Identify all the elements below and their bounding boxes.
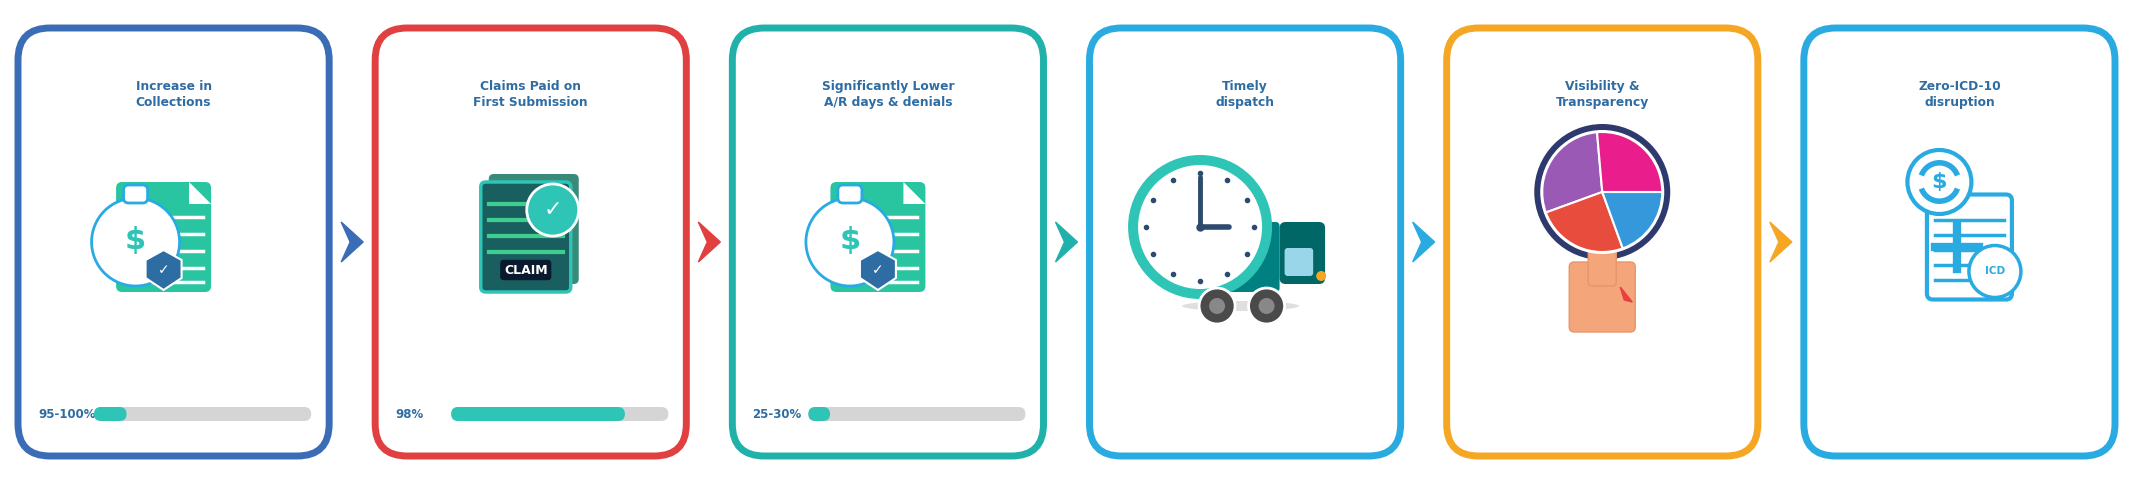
Text: Significantly Lower
A/R days & denials: Significantly Lower A/R days & denials	[821, 80, 953, 109]
Wedge shape	[1602, 192, 1662, 248]
Circle shape	[1907, 150, 1971, 214]
Polygon shape	[860, 250, 896, 290]
FancyBboxPatch shape	[94, 407, 311, 421]
Wedge shape	[1598, 132, 1662, 192]
Circle shape	[1209, 298, 1224, 314]
Wedge shape	[1542, 132, 1602, 212]
Circle shape	[1248, 288, 1284, 324]
FancyBboxPatch shape	[1805, 28, 2116, 456]
FancyBboxPatch shape	[375, 28, 687, 456]
Polygon shape	[1056, 222, 1077, 262]
FancyBboxPatch shape	[17, 28, 328, 456]
Text: ✓: ✓	[544, 200, 563, 220]
FancyBboxPatch shape	[1284, 248, 1314, 276]
FancyBboxPatch shape	[452, 407, 668, 421]
Text: Claims Paid on
First Submission: Claims Paid on First Submission	[474, 80, 589, 109]
Circle shape	[1969, 245, 2020, 298]
FancyBboxPatch shape	[808, 407, 1026, 421]
FancyBboxPatch shape	[1194, 222, 1280, 292]
Circle shape	[1128, 155, 1271, 299]
FancyBboxPatch shape	[1090, 28, 1401, 456]
Text: ICD: ICD	[1986, 267, 2005, 276]
Circle shape	[1199, 288, 1235, 324]
Text: 98%: 98%	[395, 408, 424, 421]
Text: ✓: ✓	[872, 263, 883, 277]
FancyBboxPatch shape	[1926, 195, 2011, 300]
Text: Increase in
Collections: Increase in Collections	[137, 80, 211, 109]
Circle shape	[1139, 165, 1263, 289]
FancyBboxPatch shape	[808, 407, 830, 421]
Circle shape	[806, 198, 894, 286]
Polygon shape	[1621, 287, 1632, 302]
Polygon shape	[1770, 222, 1792, 262]
Text: $: $	[1932, 172, 1947, 192]
Circle shape	[1540, 130, 1664, 254]
FancyBboxPatch shape	[452, 407, 625, 421]
Polygon shape	[904, 182, 926, 204]
Text: ✓: ✓	[158, 263, 169, 277]
Circle shape	[1316, 271, 1327, 281]
FancyBboxPatch shape	[1280, 222, 1325, 284]
Ellipse shape	[1182, 301, 1299, 311]
FancyBboxPatch shape	[1446, 28, 1758, 456]
FancyBboxPatch shape	[732, 28, 1043, 456]
Polygon shape	[697, 222, 721, 262]
Text: $: $	[126, 226, 147, 255]
FancyBboxPatch shape	[480, 182, 572, 292]
Circle shape	[527, 184, 578, 236]
Circle shape	[1258, 298, 1276, 314]
FancyBboxPatch shape	[115, 182, 211, 292]
FancyBboxPatch shape	[838, 185, 862, 203]
Text: CLAIM: CLAIM	[503, 263, 548, 276]
Text: 25-30%: 25-30%	[753, 408, 802, 421]
Text: Visibility &
Transparency: Visibility & Transparency	[1555, 80, 1649, 109]
Polygon shape	[190, 182, 211, 204]
FancyBboxPatch shape	[94, 407, 126, 421]
Text: 95-100%: 95-100%	[38, 408, 96, 421]
Circle shape	[92, 198, 179, 286]
Polygon shape	[145, 250, 181, 290]
FancyBboxPatch shape	[830, 182, 926, 292]
FancyBboxPatch shape	[488, 174, 578, 284]
FancyBboxPatch shape	[124, 185, 147, 203]
Text: Timely
dispatch: Timely dispatch	[1216, 80, 1276, 109]
Circle shape	[1534, 124, 1670, 260]
Wedge shape	[1546, 192, 1623, 252]
Text: $: $	[838, 226, 860, 255]
FancyBboxPatch shape	[1570, 262, 1636, 332]
Polygon shape	[1412, 222, 1436, 262]
FancyBboxPatch shape	[1589, 228, 1617, 286]
Polygon shape	[341, 222, 363, 262]
Text: Zero-ICD-10
disruption: Zero-ICD-10 disruption	[1918, 80, 2001, 109]
